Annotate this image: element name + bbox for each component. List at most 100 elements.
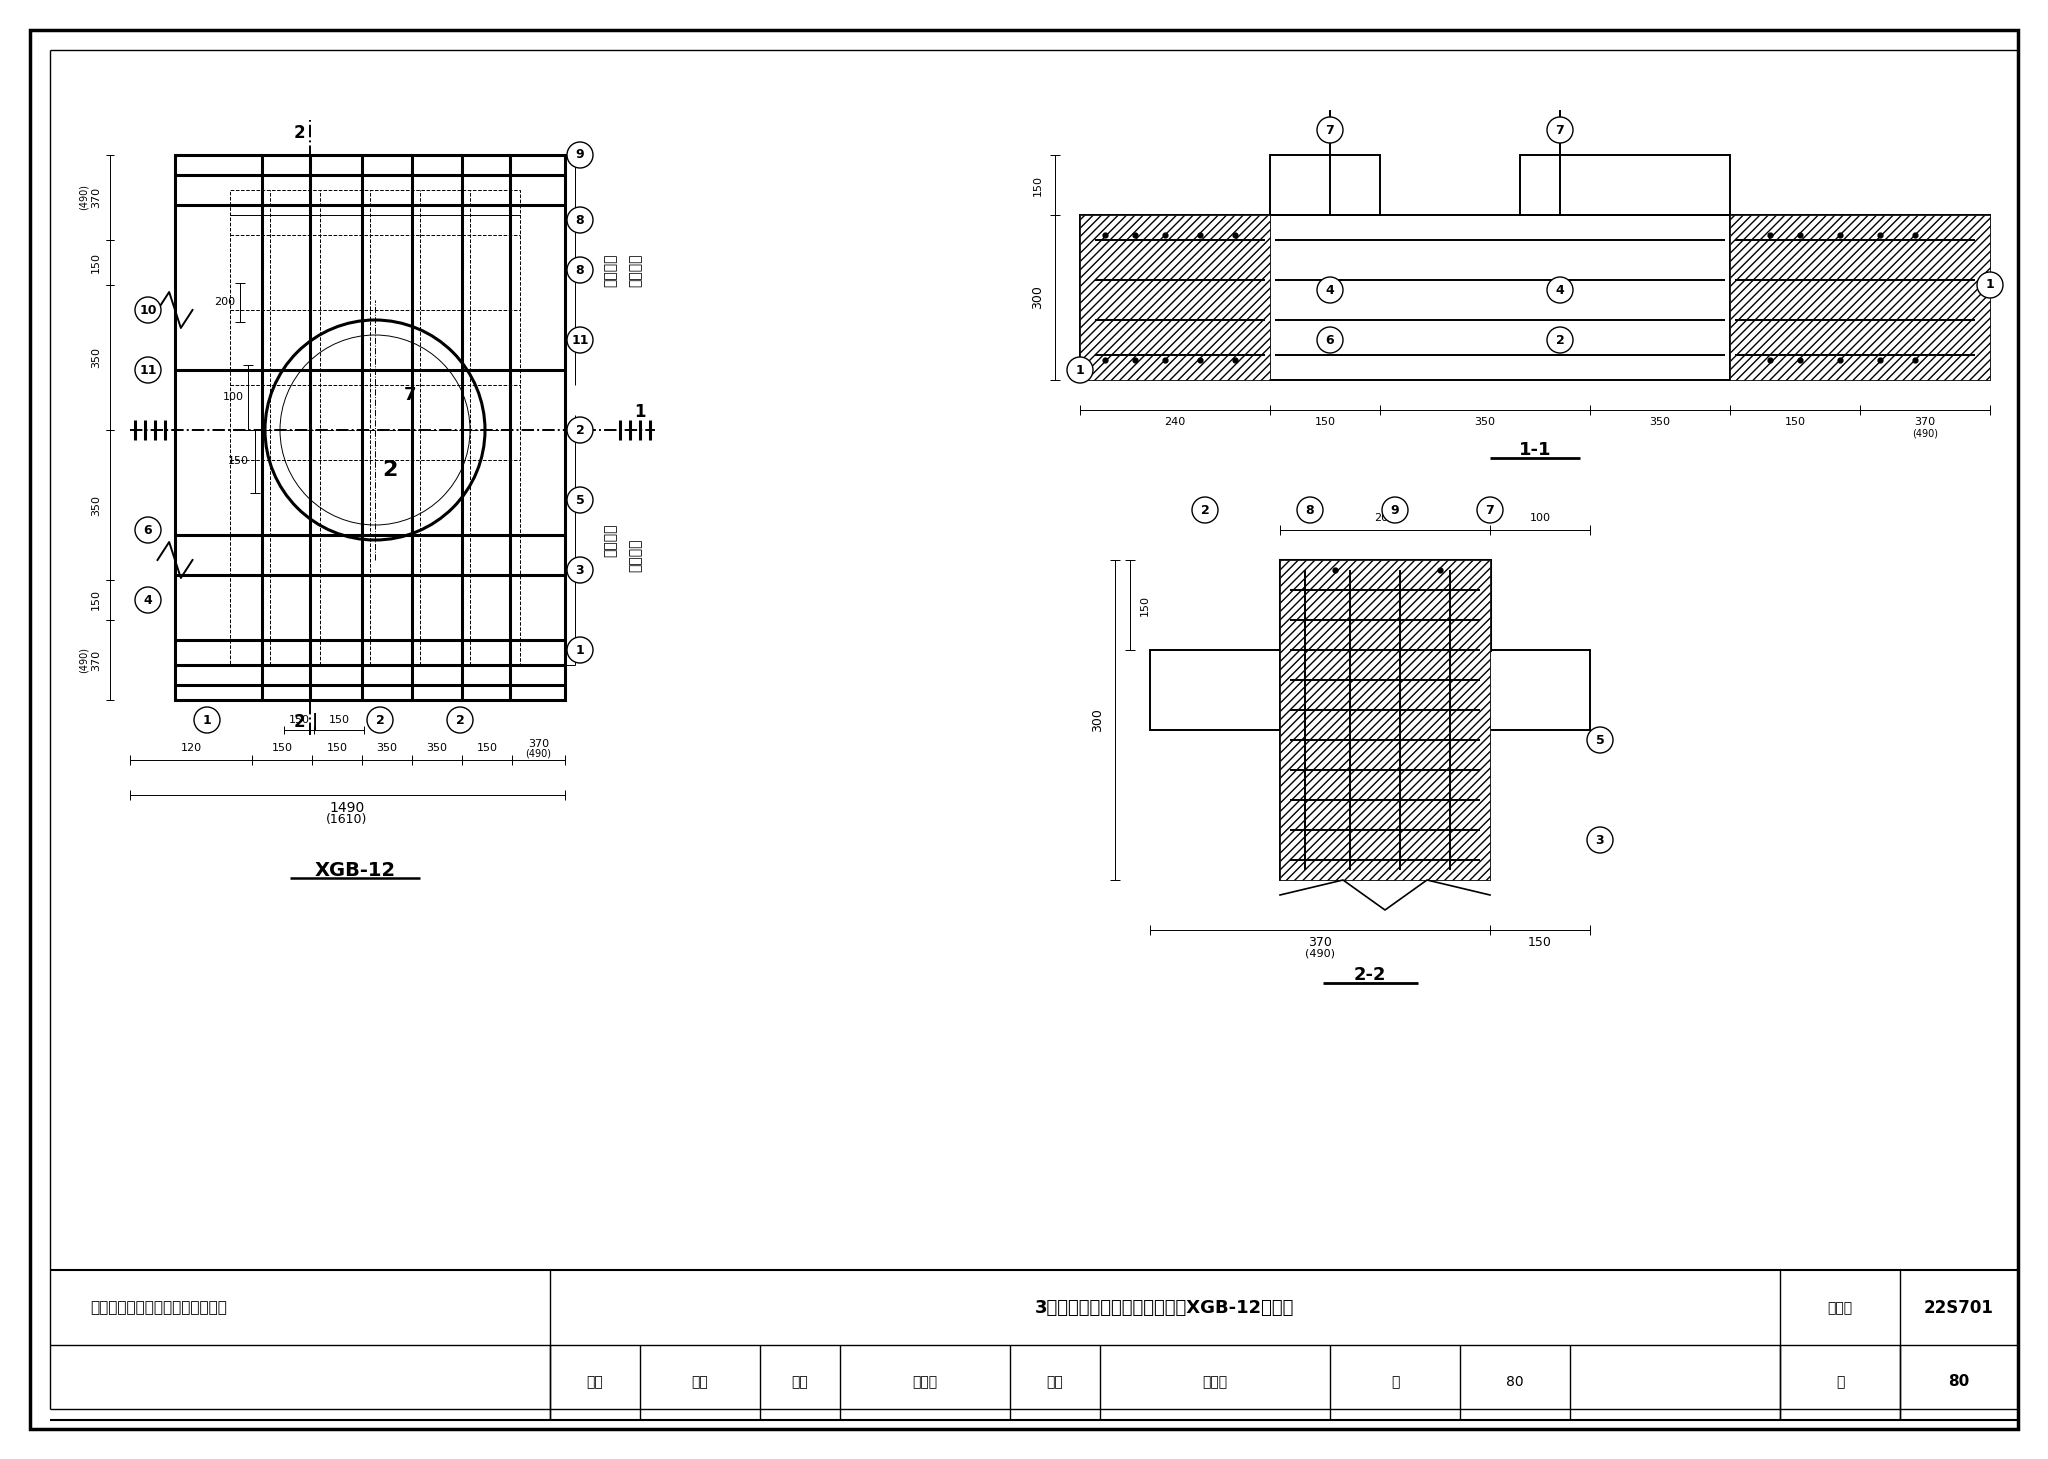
Text: (490): (490): [80, 646, 88, 673]
Text: 370: 370: [1309, 935, 1331, 948]
Text: 10: 10: [139, 303, 158, 317]
Text: 11: 11: [139, 363, 158, 376]
Text: 5: 5: [575, 493, 584, 506]
Circle shape: [567, 207, 594, 233]
Text: 200: 200: [1374, 514, 1395, 522]
Text: 2: 2: [375, 713, 385, 727]
Text: 150: 150: [326, 743, 348, 753]
Text: 上层钢筋: 上层钢筋: [602, 254, 616, 287]
Text: 6: 6: [143, 524, 152, 537]
Circle shape: [1587, 827, 1614, 854]
Text: 120: 120: [180, 743, 201, 753]
Text: 150: 150: [272, 743, 293, 753]
Text: (490): (490): [526, 748, 551, 759]
Circle shape: [567, 557, 594, 584]
Text: 100: 100: [1530, 514, 1550, 522]
Bar: [1270, 155, 1380, 214]
Text: 100: 100: [223, 392, 244, 403]
Circle shape: [567, 487, 594, 514]
Circle shape: [567, 142, 594, 168]
Bar: [1731, 214, 1991, 379]
Bar: [1731, 214, 1991, 379]
Text: 1: 1: [575, 643, 584, 657]
Text: 350: 350: [1649, 417, 1671, 427]
Text: 4: 4: [1556, 283, 1565, 296]
Bar: [229, 190, 520, 665]
Text: 150: 150: [328, 715, 350, 725]
Text: (490): (490): [1913, 427, 1937, 438]
Text: XGB-12: XGB-12: [315, 861, 395, 880]
Text: 150: 150: [227, 457, 248, 465]
Text: 7: 7: [1325, 124, 1335, 137]
Bar: [1491, 651, 1589, 730]
Circle shape: [195, 708, 219, 732]
Text: 洪财滨: 洪财滨: [913, 1374, 938, 1389]
Text: 9: 9: [575, 149, 584, 162]
Text: 150: 150: [90, 252, 100, 273]
Circle shape: [1067, 357, 1094, 384]
Text: 注：括号内的数字用于有地下水。: 注：括号内的数字用于有地下水。: [90, 1300, 227, 1316]
Text: 350: 350: [1475, 417, 1495, 427]
Bar: [1079, 214, 1270, 379]
Text: 2: 2: [293, 124, 305, 142]
Text: 80: 80: [1505, 1374, 1524, 1389]
Text: 张秀丽: 张秀丽: [1202, 1374, 1227, 1389]
Circle shape: [1317, 277, 1343, 303]
Text: 2: 2: [1556, 334, 1565, 346]
Text: 150: 150: [1528, 935, 1552, 948]
Text: 3号化粪池（无覆土）现浇盖板XGB-12配筋图: 3号化粪池（无覆土）现浇盖板XGB-12配筋图: [1036, 1299, 1294, 1317]
Text: 370: 370: [90, 187, 100, 209]
Circle shape: [1317, 117, 1343, 143]
Text: 150: 150: [1032, 175, 1042, 196]
Text: 8: 8: [575, 264, 584, 277]
Text: |: |: [311, 713, 317, 731]
Circle shape: [1296, 498, 1323, 522]
Text: (1610): (1610): [326, 814, 369, 826]
Text: 8: 8: [575, 213, 584, 226]
Text: 下层钢筋: 下层钢筋: [602, 524, 616, 557]
Text: 370: 370: [528, 740, 549, 748]
Circle shape: [1587, 727, 1614, 753]
Text: 80: 80: [1948, 1374, 1970, 1389]
Text: 7: 7: [403, 387, 416, 404]
Bar: [1270, 214, 1731, 379]
Text: 页: 页: [1391, 1374, 1399, 1389]
Circle shape: [1546, 277, 1573, 303]
Circle shape: [367, 708, 393, 732]
Bar: [1151, 651, 1280, 730]
Text: 1-1: 1-1: [1520, 441, 1550, 460]
Text: 1: 1: [1075, 363, 1083, 376]
Circle shape: [135, 587, 162, 613]
Circle shape: [135, 357, 162, 384]
Text: 4: 4: [1325, 283, 1335, 296]
Text: 2-2: 2-2: [1354, 966, 1386, 983]
Text: 3: 3: [575, 563, 584, 576]
Text: 下层钢筋: 下层钢筋: [629, 538, 641, 572]
Circle shape: [567, 638, 594, 662]
Circle shape: [1382, 498, 1409, 522]
Text: 1: 1: [635, 403, 645, 422]
Text: (490): (490): [80, 184, 88, 210]
Circle shape: [135, 516, 162, 543]
Text: 1: 1: [1987, 279, 1995, 292]
Text: 1490: 1490: [330, 801, 365, 816]
Text: 150: 150: [289, 715, 309, 725]
Text: 150: 150: [1315, 417, 1335, 427]
Text: 150: 150: [477, 743, 498, 753]
Text: 上层钢筋: 上层钢筋: [629, 254, 641, 287]
Text: 370: 370: [1915, 417, 1935, 427]
Text: (490): (490): [1305, 948, 1335, 959]
Circle shape: [567, 327, 594, 353]
Text: 1: 1: [203, 713, 211, 727]
Text: 2: 2: [383, 460, 397, 480]
Text: 校对: 校对: [793, 1374, 809, 1389]
Text: 350: 350: [90, 347, 100, 368]
Bar: [1280, 560, 1491, 651]
Bar: [1079, 214, 1270, 379]
Text: 150: 150: [90, 589, 100, 610]
Text: 3: 3: [1595, 833, 1604, 846]
Text: 2: 2: [1200, 503, 1210, 516]
Text: 150: 150: [1141, 594, 1151, 616]
Circle shape: [567, 417, 594, 444]
Text: 350: 350: [90, 495, 100, 515]
